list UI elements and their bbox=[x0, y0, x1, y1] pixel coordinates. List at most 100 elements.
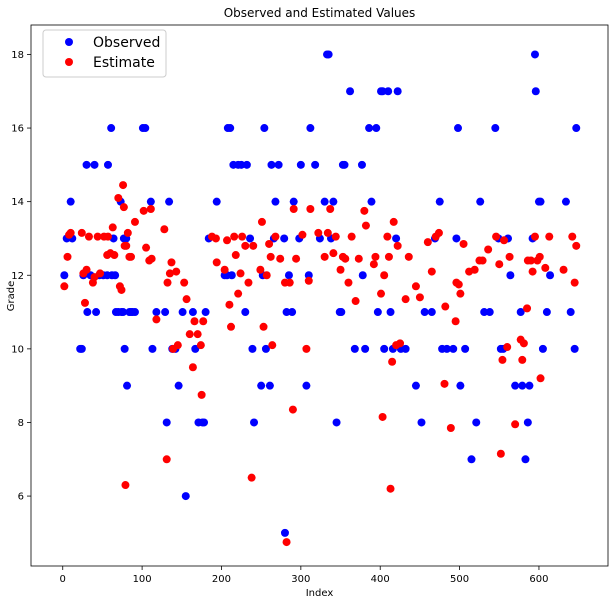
observed-point bbox=[361, 344, 370, 353]
observed-point bbox=[120, 344, 129, 353]
estimate-point bbox=[354, 254, 363, 263]
estimate-point bbox=[545, 232, 554, 241]
observed-point bbox=[271, 197, 280, 206]
estimate-point bbox=[535, 252, 544, 261]
x-tick-label: 100 bbox=[133, 574, 152, 585]
observed-point bbox=[340, 160, 349, 169]
chart-title: Observed and Estimated Values bbox=[224, 6, 416, 20]
observed-point bbox=[442, 344, 451, 353]
estimate-point bbox=[196, 341, 205, 350]
estimate-point bbox=[211, 234, 220, 243]
y-tick-label: 8 bbox=[18, 418, 24, 429]
estimate-point bbox=[298, 230, 307, 239]
estimate-point bbox=[454, 280, 463, 289]
observed-point bbox=[267, 160, 276, 169]
estimate-point bbox=[527, 256, 536, 265]
estimate-point bbox=[559, 265, 568, 274]
observed-point bbox=[237, 160, 246, 169]
estimate-point bbox=[541, 263, 550, 272]
observed-point bbox=[306, 124, 315, 133]
estimate-point bbox=[411, 282, 420, 291]
observed-point bbox=[367, 197, 376, 206]
x-tick-label: 200 bbox=[212, 574, 231, 585]
legend-box bbox=[42, 29, 167, 78]
estimate-point bbox=[257, 217, 266, 226]
estimate-point bbox=[456, 289, 465, 298]
estimate-point bbox=[528, 267, 537, 276]
y-axis-label: Grade bbox=[6, 281, 17, 312]
estimate-point bbox=[199, 317, 208, 326]
observed-point bbox=[162, 418, 171, 427]
estimate-point bbox=[440, 379, 449, 388]
y-tick-label: 6 bbox=[18, 492, 24, 503]
observed-point bbox=[393, 87, 402, 96]
estimate-point bbox=[523, 304, 532, 313]
estimate-point bbox=[80, 298, 89, 307]
observed-point bbox=[380, 344, 389, 353]
estimate-point bbox=[84, 232, 93, 241]
estimate-point bbox=[163, 278, 172, 287]
observed-point bbox=[542, 308, 551, 317]
estimate-point bbox=[60, 282, 69, 291]
observed-point bbox=[123, 381, 132, 390]
estimate-point bbox=[271, 232, 280, 241]
estimate-point bbox=[427, 267, 436, 276]
estimate-point bbox=[259, 322, 268, 331]
estimate-point bbox=[223, 236, 232, 245]
estimate-point bbox=[441, 302, 450, 311]
observed-point bbox=[536, 197, 545, 206]
estimate-point bbox=[96, 269, 105, 278]
observed-point bbox=[417, 418, 426, 427]
estimate-point bbox=[518, 355, 527, 364]
estimate-point bbox=[401, 295, 410, 304]
x-axis-label: Index bbox=[306, 588, 334, 599]
estimate-point bbox=[244, 278, 253, 287]
observed-point bbox=[103, 160, 112, 169]
observed-point bbox=[296, 160, 305, 169]
estimate-point bbox=[484, 245, 493, 254]
observed-point bbox=[373, 308, 382, 317]
estimate-point bbox=[393, 241, 402, 250]
observed-point bbox=[346, 87, 355, 96]
estimate-point bbox=[388, 357, 397, 366]
observed-point bbox=[518, 381, 527, 390]
observed-point bbox=[480, 308, 489, 317]
estimate-point bbox=[265, 239, 274, 248]
legend-label-estimate: Estimate bbox=[93, 55, 155, 71]
estimate-point bbox=[459, 239, 468, 248]
estimate-point bbox=[371, 252, 380, 261]
estimate-point bbox=[180, 278, 189, 287]
observed-point bbox=[226, 124, 235, 133]
observed-point bbox=[201, 308, 210, 317]
observed-point bbox=[92, 308, 101, 317]
observed-point bbox=[546, 271, 555, 280]
observed-point bbox=[320, 197, 329, 206]
estimate-point bbox=[247, 473, 256, 482]
observed-point bbox=[130, 308, 139, 317]
estimate-point bbox=[77, 228, 86, 237]
observed-point bbox=[60, 271, 69, 280]
observed-point bbox=[250, 418, 259, 427]
estimate-point bbox=[361, 221, 370, 230]
observed-point bbox=[350, 344, 359, 353]
estimate-point bbox=[451, 317, 460, 326]
legend: Observed Estimate bbox=[42, 29, 167, 78]
estimate-point bbox=[249, 241, 258, 250]
estimate-point bbox=[185, 330, 194, 339]
observed-point bbox=[427, 308, 436, 317]
observed-point bbox=[200, 418, 209, 427]
observed-point bbox=[284, 271, 293, 280]
estimate-point bbox=[182, 295, 191, 304]
estimate-point bbox=[152, 315, 161, 324]
estimate-point bbox=[320, 252, 329, 261]
estimate-point bbox=[470, 265, 479, 274]
estimate-point bbox=[386, 484, 395, 493]
estimate-point bbox=[503, 343, 512, 352]
observed-point bbox=[452, 234, 461, 243]
estimate-point bbox=[304, 276, 313, 285]
estimate-point bbox=[130, 217, 139, 226]
estimate-point bbox=[446, 423, 455, 432]
estimate-point bbox=[478, 256, 487, 265]
estimate-point bbox=[190, 317, 199, 326]
